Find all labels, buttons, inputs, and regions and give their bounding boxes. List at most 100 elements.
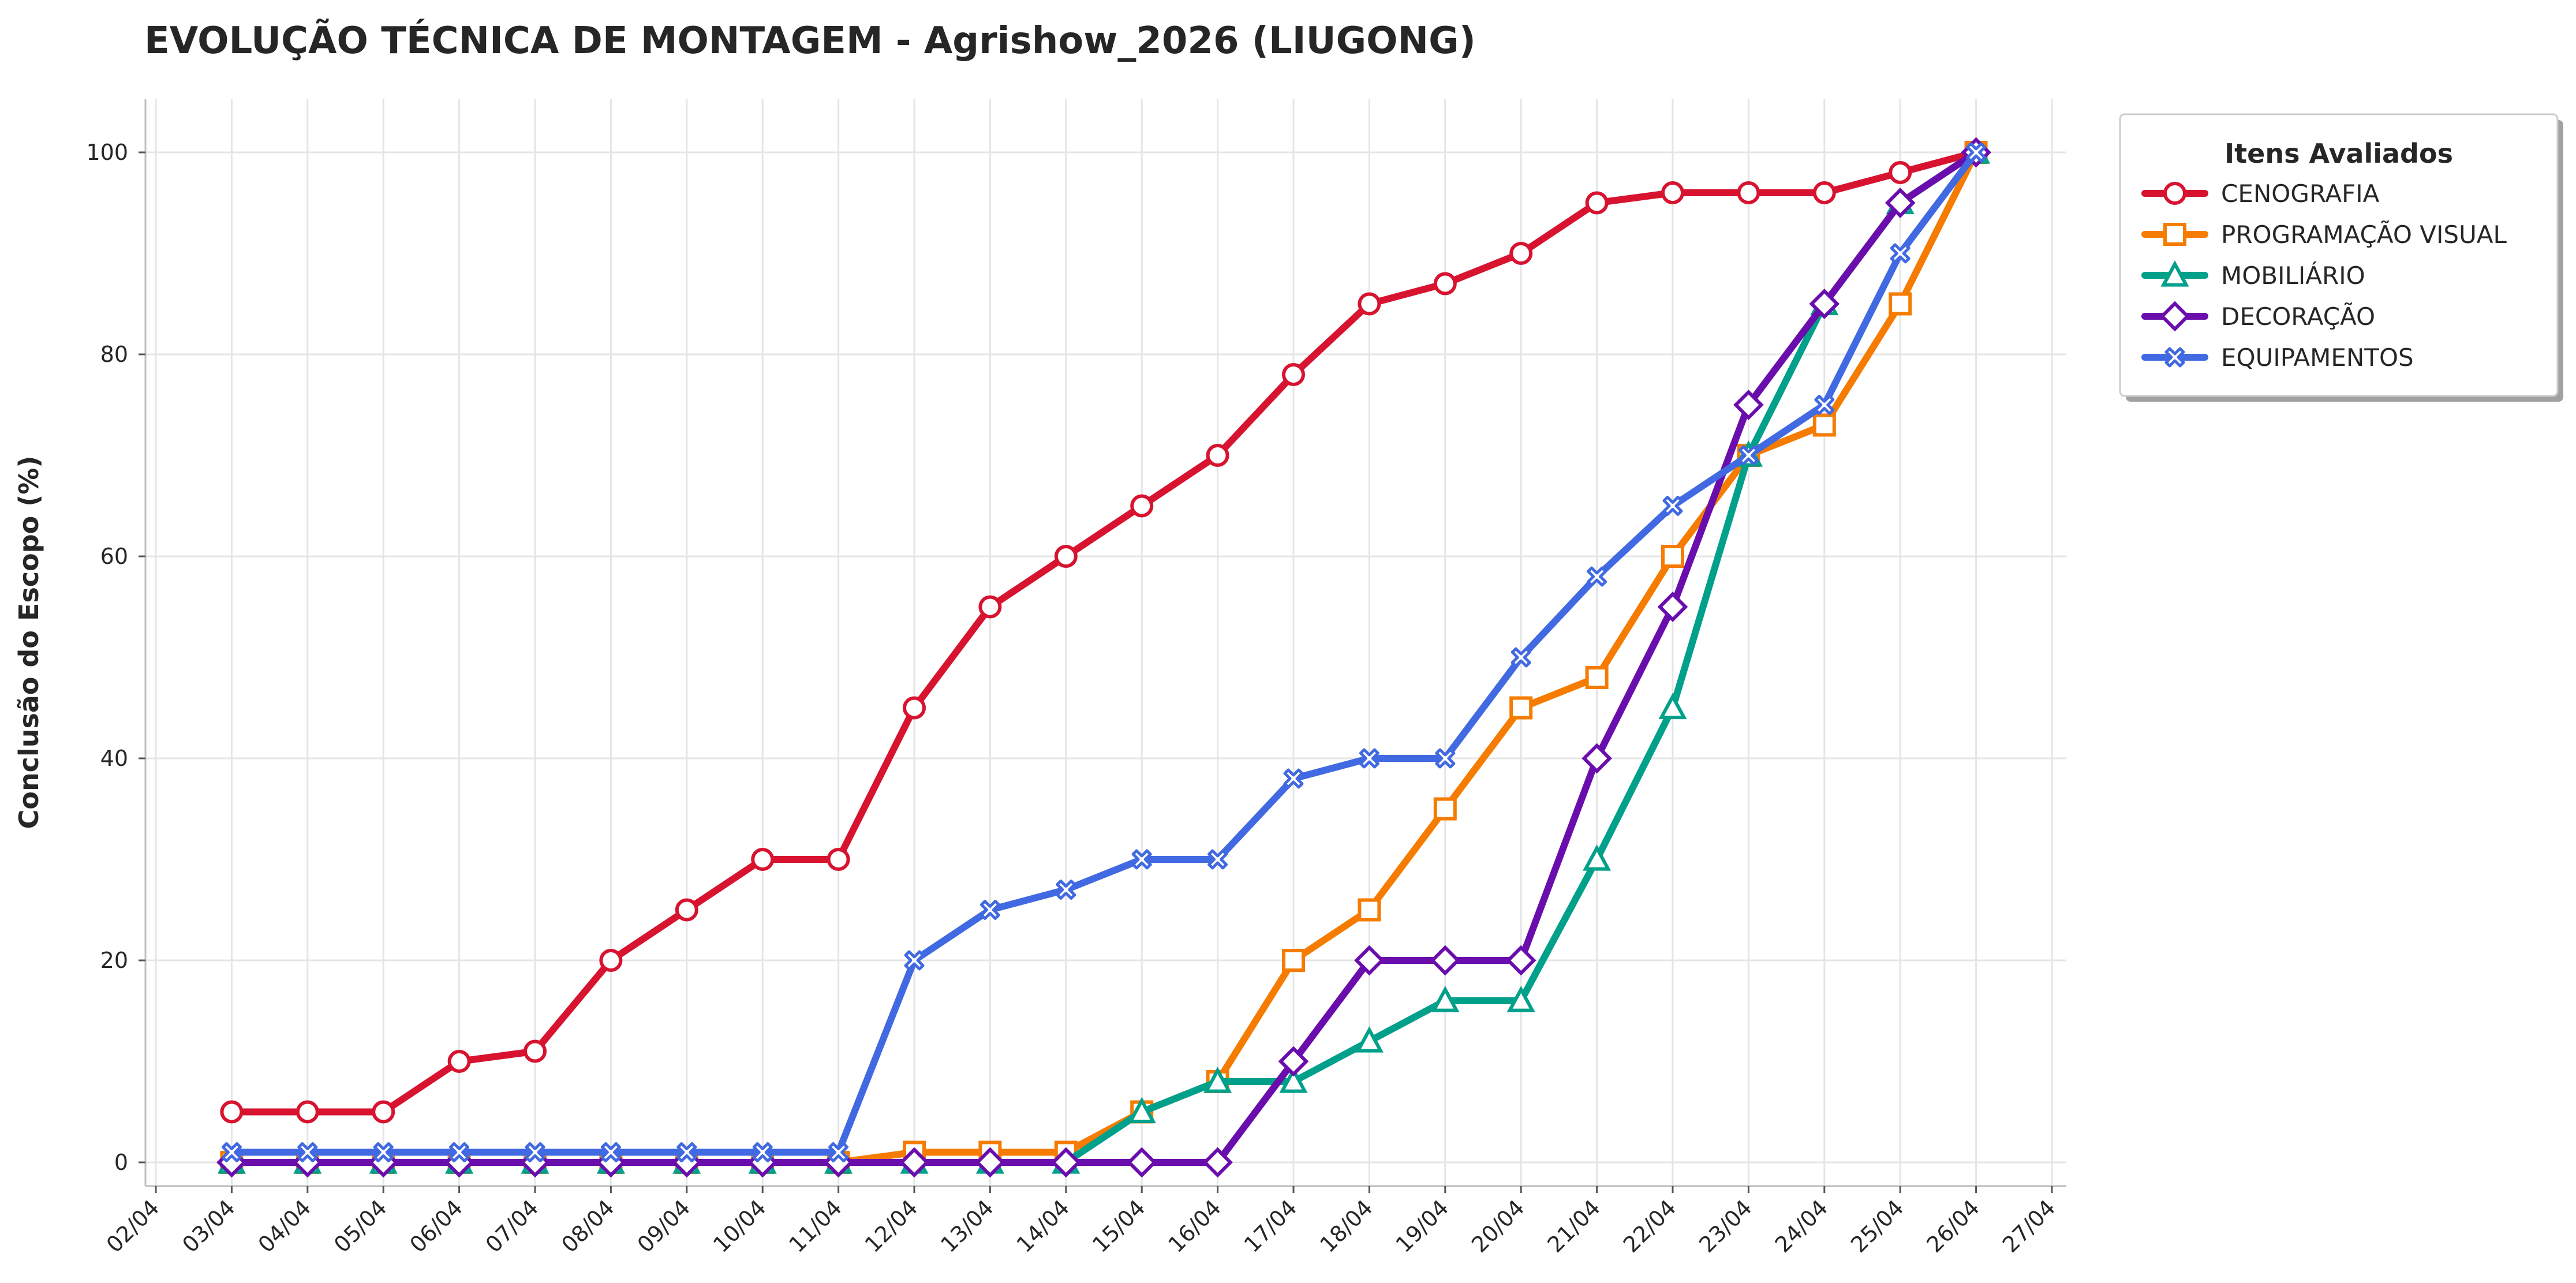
series-line xyxy=(228,149,1980,1116)
legend-swatch-marker xyxy=(2159,301,2190,332)
y-axis-label: Conclusão do Escopo (%) xyxy=(13,456,44,829)
data-point xyxy=(297,1142,318,1162)
data-point xyxy=(600,1142,621,1162)
x-tick-label: 15/04 xyxy=(1087,1195,1150,1258)
y-tick-label: 0 xyxy=(114,1150,128,1175)
data-point xyxy=(1278,1046,1309,1077)
data-point xyxy=(1583,844,1612,871)
legend-label: DECORAÇÃO xyxy=(2221,302,2375,331)
legend-title: Itens Avaliados xyxy=(2224,138,2453,169)
data-point xyxy=(1511,647,1531,668)
data-point xyxy=(524,1039,547,1063)
data-point xyxy=(1738,445,1759,466)
data-point xyxy=(1207,849,1228,870)
legend-item[interactable]: DECORAÇÃO xyxy=(2141,301,2375,332)
data-point xyxy=(1509,696,1533,720)
data-point xyxy=(1733,390,1764,420)
legend-label: PROGRAMAÇÃO VISUAL xyxy=(2221,220,2507,249)
x-tick-label: 26/04 xyxy=(1921,1195,1984,1258)
axes xyxy=(144,99,2066,1187)
data-point xyxy=(1812,413,1836,437)
legend-label: MOBILIÁRIO xyxy=(2221,261,2365,290)
data-point xyxy=(979,900,1000,920)
data-point xyxy=(751,848,775,871)
data-point xyxy=(599,949,623,972)
data-point xyxy=(1814,395,1835,415)
legend-label: CENOGRAFIA xyxy=(2221,179,2380,208)
legend-box xyxy=(2119,113,2559,397)
data-point xyxy=(1206,444,1229,467)
legend-item[interactable]: EQUIPAMENTOS xyxy=(2141,343,2414,372)
legend-item[interactable]: PROGRAMAÇÃO VISUAL xyxy=(2141,220,2507,249)
data-point xyxy=(1661,181,1684,204)
data-point xyxy=(1203,1067,1232,1093)
data-point xyxy=(1657,592,1688,622)
data-point xyxy=(903,696,926,720)
data-point xyxy=(1358,898,1381,922)
x-tick-label: 18/04 xyxy=(1315,1195,1378,1258)
data-point xyxy=(1056,880,1076,900)
data-point xyxy=(1354,945,1385,976)
x-tick-label: 22/04 xyxy=(1618,1195,1681,1258)
data-point xyxy=(1509,242,1533,265)
legend-item[interactable]: CENOGRAFIA xyxy=(2141,179,2380,208)
data-point xyxy=(1661,545,1684,568)
x-tick-label: 10/04 xyxy=(708,1195,771,1258)
series-line xyxy=(228,149,1980,1166)
data-point xyxy=(1662,496,1683,516)
x-tick-label: 16/04 xyxy=(1163,1195,1226,1258)
data-point xyxy=(372,1100,395,1124)
x-tick-label: 25/04 xyxy=(1846,1195,1909,1258)
data-point xyxy=(752,1142,773,1162)
legend[interactable]: Itens Avaliados CENOGRAFIA PROGRAMAÇÃO VI… xyxy=(2119,113,2563,402)
data-point xyxy=(1506,986,1535,1012)
data-point xyxy=(1585,191,1609,215)
data-point xyxy=(220,1100,244,1124)
data-point xyxy=(1737,181,1760,204)
data-point xyxy=(1433,272,1457,295)
legend-label: EQUIPAMENTOS xyxy=(2221,343,2414,372)
legend-swatch-marker xyxy=(2163,182,2186,205)
data-point xyxy=(1430,945,1461,976)
data-point xyxy=(1966,142,1987,163)
data-point xyxy=(1282,949,1305,972)
x-tick-label: 09/04 xyxy=(633,1195,696,1258)
y-tick-label: 60 xyxy=(100,544,128,569)
x-tick-label: 07/04 xyxy=(481,1195,544,1258)
data-point xyxy=(904,950,925,971)
x-tick-label: 27/04 xyxy=(1998,1195,2061,1258)
data-point xyxy=(1885,188,1916,218)
data-point xyxy=(525,1142,545,1162)
x-tick-label: 06/04 xyxy=(405,1195,468,1258)
data-point xyxy=(1050,1147,1082,1178)
data-point xyxy=(1358,292,1381,316)
data-point xyxy=(1126,1147,1157,1178)
data-point xyxy=(1359,748,1379,769)
x-tick-label: 17/04 xyxy=(1239,1195,1302,1258)
y-ticks: 0 20 40 60 80 100 xyxy=(86,140,145,1175)
data-point xyxy=(1582,743,1612,774)
data-point xyxy=(1283,768,1304,789)
x-tick-label: 24/04 xyxy=(1770,1195,1833,1258)
y-tick-label: 100 xyxy=(86,140,128,165)
x-tick-label: 08/04 xyxy=(556,1195,619,1258)
data-point xyxy=(1809,289,1840,319)
series-layer xyxy=(216,137,1991,1178)
x-tick-label: 11/04 xyxy=(784,1195,847,1258)
data-point xyxy=(899,1147,930,1178)
data-point xyxy=(1202,1147,1233,1178)
x-tick-label: 23/04 xyxy=(1694,1195,1757,1258)
legend-swatch-marker xyxy=(2160,260,2189,287)
data-point xyxy=(1431,986,1460,1012)
x-tick-label: 13/04 xyxy=(936,1195,999,1258)
x-tick-label: 12/04 xyxy=(860,1195,923,1258)
data-point xyxy=(828,1142,849,1162)
data-point xyxy=(447,1050,471,1073)
series-mobili-rio xyxy=(217,137,1991,1174)
data-point xyxy=(1131,849,1152,870)
data-point xyxy=(1433,797,1457,821)
x-ticks: 02/04 03/04 04/04 05/04 06/04 07/04 08/04 09/04… xyxy=(102,1186,2061,1258)
x-tick-label: 03/04 xyxy=(177,1195,240,1258)
data-point xyxy=(1890,243,1910,264)
legend-item[interactable]: MOBILIÁRIO xyxy=(2141,260,2365,290)
